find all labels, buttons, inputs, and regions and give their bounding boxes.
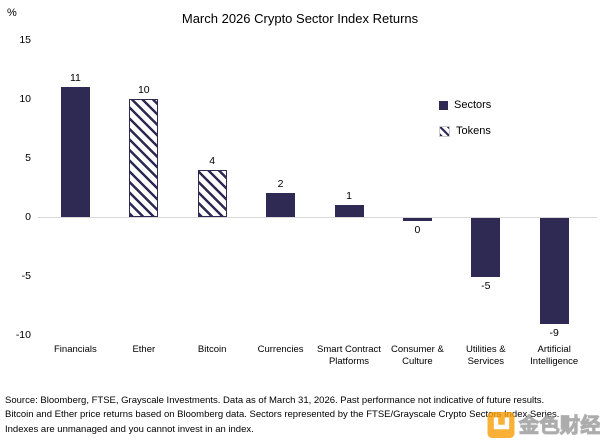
- y-axis-tick-label: 15: [19, 34, 31, 46]
- legend-item-sectors: Sectors: [439, 96, 491, 114]
- bar-ether: [129, 99, 159, 217]
- jinse-logo-icon: [486, 408, 517, 439]
- sectors-swatch-icon: [439, 100, 448, 110]
- y-axis-tick-label: -5: [21, 270, 31, 282]
- bar-smart-contract-platforms: [334, 205, 364, 217]
- y-axis-tick-label: 10: [19, 93, 31, 105]
- chart-title: March 2026 Crypto Sector Index Returns: [181, 11, 419, 26]
- source-line-2: Bitcoin and Ether price returns based on…: [5, 409, 560, 421]
- bar-value-label-bitcoin: 4: [209, 154, 216, 167]
- legend-label-sectors: Sectors: [454, 99, 492, 111]
- bar-value-label-financials: 11: [69, 72, 81, 85]
- x-axis-label-consumer-culture: Consumer & Culture: [390, 344, 444, 367]
- x-axis-label-ether: Ether: [132, 344, 156, 355]
- bar-bitcoin: [197, 169, 227, 217]
- source-line-1: Source: Bloomberg, FTSE, Grayscale Inves…: [5, 395, 545, 406]
- bar-utilities-services: [471, 218, 501, 277]
- zero-axis-line: [38, 217, 597, 218]
- legend-item-tokens: Tokens: [439, 122, 491, 140]
- tokens-swatch-icon: [439, 125, 450, 137]
- x-axis-label-smart-contract-platforms: Smart Contract Platforms: [317, 344, 381, 367]
- jinse-watermark: 金色财经: [486, 408, 600, 439]
- x-axis-label-financials: Financials: [54, 344, 97, 355]
- source-note: Source: Bloomberg, FTSE, Grayscale Inves…: [5, 394, 597, 437]
- x-axis-label-artificial-intelligence: Artificial Intelligence: [530, 344, 579, 367]
- bar-financials: [60, 87, 90, 217]
- bar-value-label-consumer-culture: 0: [414, 223, 421, 236]
- bar-value-label-currencies: 2: [277, 178, 284, 191]
- y-axis-tick-label: 5: [25, 152, 31, 164]
- bar-currencies: [266, 193, 296, 217]
- bar-value-label-smart-contract-platforms: 1: [346, 190, 352, 203]
- bar-value-label-utilities-services: -5: [481, 280, 491, 292]
- watermark-text: 金色财经: [518, 414, 600, 437]
- source-line-3: Indexes are unmanaged and you cannot inv…: [5, 423, 254, 435]
- bar-value-label-ether: 10: [137, 84, 150, 96]
- bar-consumer-culture: [402, 218, 432, 221]
- y-axis-tick-label: 0: [25, 211, 31, 223]
- bar-value-label-artificial-intelligence: -9: [549, 327, 559, 340]
- y-axis-unit-label: %: [7, 7, 17, 19]
- y-axis-tick-label: -10: [15, 329, 31, 341]
- x-axis-label-bitcoin: Bitcoin: [197, 344, 227, 355]
- legend: Sectors Tokens: [439, 96, 491, 148]
- legend-label-tokens: Tokens: [456, 125, 491, 137]
- x-axis-label-currencies: Currencies: [257, 344, 304, 355]
- bar-artificial-intelligence: [539, 218, 569, 325]
- x-axis-label-utilities-services: Utilities & Services: [466, 344, 506, 367]
